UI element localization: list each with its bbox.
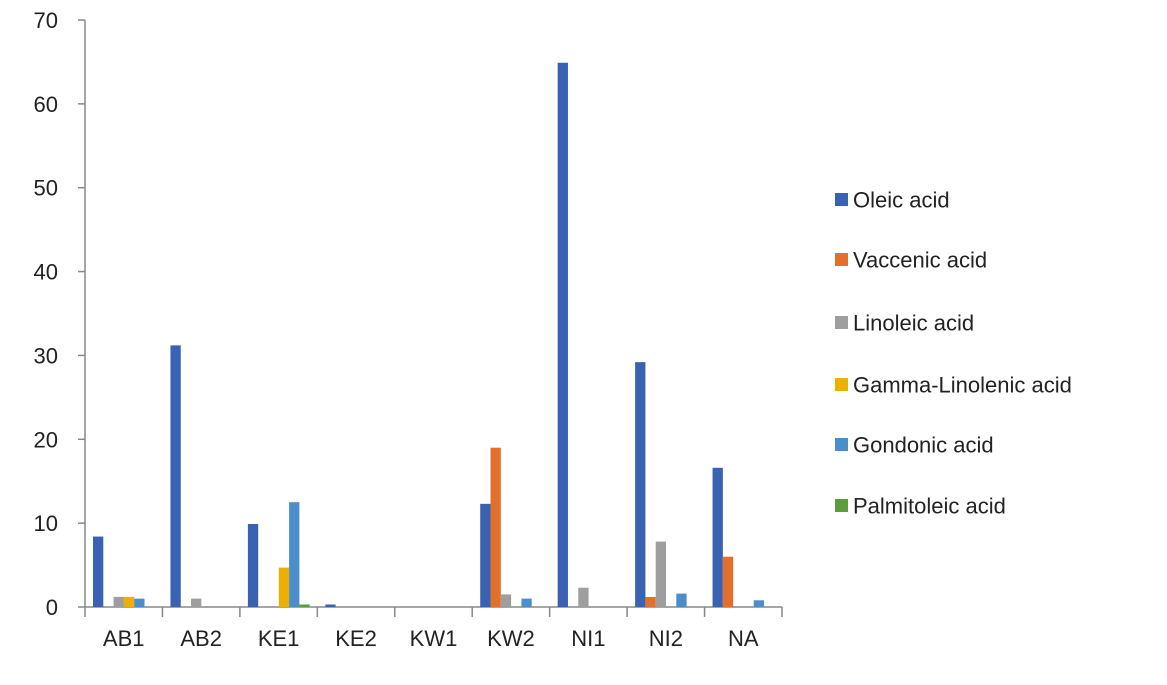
y-tick-label: 60 <box>34 92 58 117</box>
y-tick-label: 30 <box>34 343 58 368</box>
x-tick-label: KE2 <box>335 626 377 651</box>
bar-oleic-acid-ke1 <box>247 523 259 607</box>
x-tick-label: AB2 <box>180 626 222 651</box>
legend-swatch <box>835 316 848 329</box>
legend-swatch <box>835 378 848 391</box>
y-tick-label: 0 <box>46 595 58 620</box>
legend-swatch <box>835 253 848 266</box>
x-tick-label: KW2 <box>487 626 535 651</box>
bar-palmitoleic-acid-ke1 <box>299 604 310 607</box>
y-tick-label: 70 <box>34 8 58 33</box>
bar-oleic-acid-ab1 <box>93 536 104 607</box>
bar-gondonic-acid-ni2 <box>676 593 687 607</box>
bar-oleic-acid-na <box>712 467 723 607</box>
legend-label: Gondonic acid <box>853 433 994 458</box>
legend-label: Oleic acid <box>853 188 950 213</box>
bar-gamma-linolenic-acid-ab1 <box>123 596 135 607</box>
bar-gondonic-acid-ab1 <box>134 598 145 607</box>
bar-linoleic-acid-ni2 <box>655 541 667 607</box>
legend-swatch <box>835 499 848 512</box>
bar-gondonic-acid-na <box>753 600 765 607</box>
x-tick-label: KE1 <box>258 626 300 651</box>
bar-vaccenic-acid-ni2 <box>645 596 656 607</box>
bar-linoleic-acid-ni1 <box>578 587 589 607</box>
y-tick-label: 20 <box>34 427 58 452</box>
x-tick-label: NI2 <box>649 626 683 651</box>
y-tick-label: 50 <box>34 176 58 201</box>
x-tick-label: AB1 <box>103 626 145 651</box>
bar-gondonic-acid-kw2 <box>521 598 532 607</box>
legend-label: Linoleic acid <box>853 311 974 336</box>
bar-vaccenic-acid-kw2 <box>490 447 501 607</box>
legend-label: Vaccenic acid <box>853 248 987 273</box>
bar-linoleic-acid-ab1 <box>113 596 124 607</box>
bar-oleic-acid-ni1 <box>557 62 568 607</box>
bar-linoleic-acid-ab2 <box>191 598 202 607</box>
x-tick-label: NA <box>728 626 759 651</box>
bar-gondonic-acid-ke1 <box>289 502 300 607</box>
y-tick-label: 10 <box>34 511 58 536</box>
y-tick-label: 40 <box>34 260 58 285</box>
x-tick-label: KW1 <box>410 626 458 651</box>
bar-oleic-acid-ke2 <box>325 604 336 607</box>
bar-vaccenic-acid-na <box>722 556 734 607</box>
x-tick-label: NI1 <box>571 626 605 651</box>
legend-label: Gamma-Linolenic acid <box>853 373 1072 398</box>
bar-oleic-acid-kw2 <box>480 503 491 607</box>
bar-oleic-acid-ni2 <box>635 362 646 607</box>
bar-gamma-linolenic-acid-ke1 <box>278 567 290 607</box>
legend-label: Palmitoleic acid <box>853 494 1006 519</box>
legend-swatch <box>835 193 848 206</box>
bar-linoleic-acid-kw2 <box>500 594 512 607</box>
bar-oleic-acid-ab2 <box>170 345 181 607</box>
legend-swatch <box>835 438 848 451</box>
